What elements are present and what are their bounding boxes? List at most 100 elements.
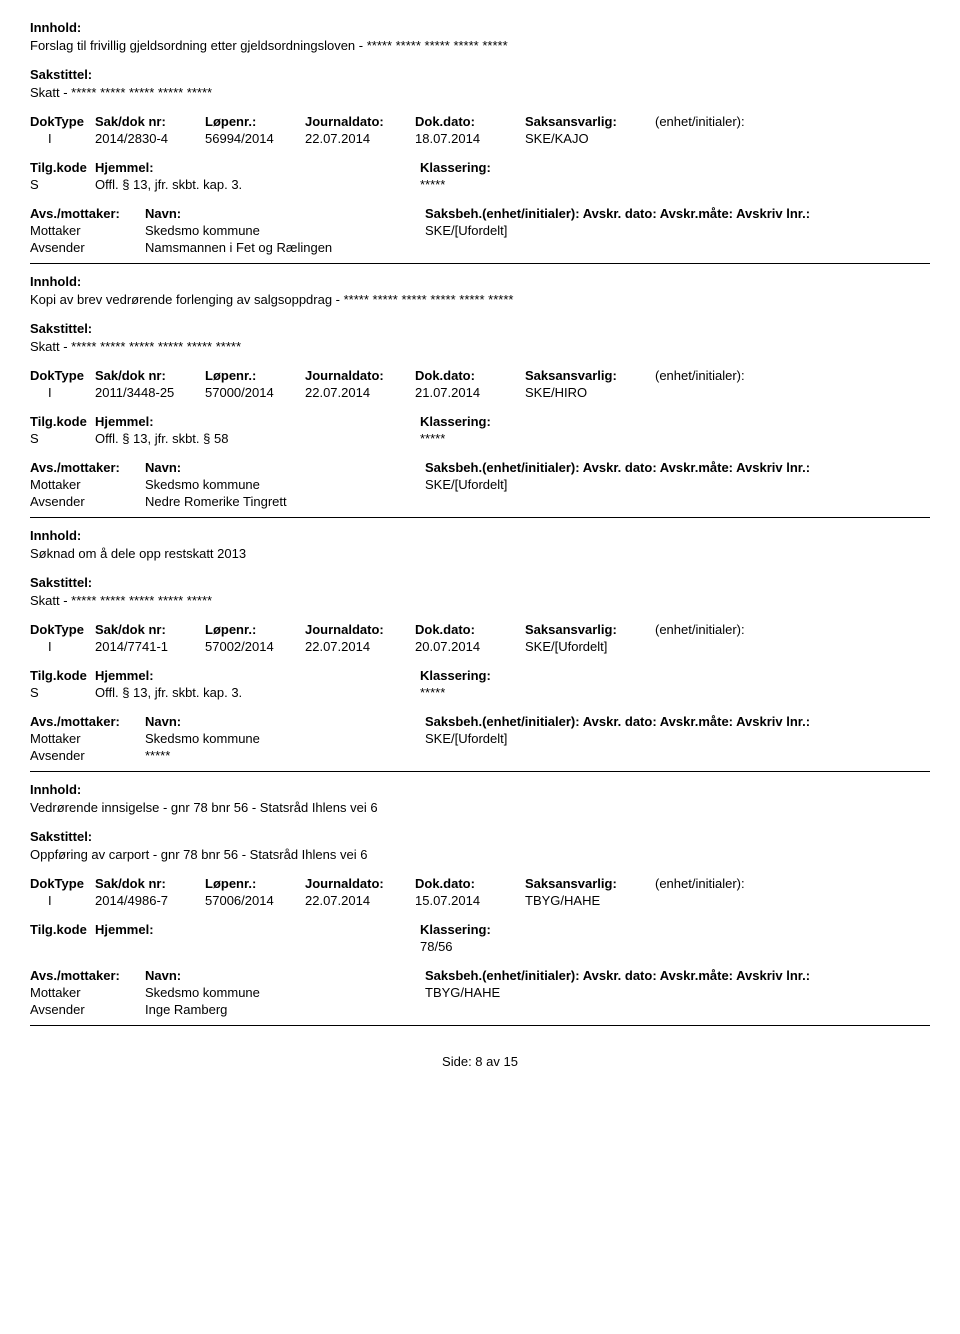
avsender-label: Avsender [30, 748, 145, 763]
enhet-value [655, 385, 775, 400]
innhold-text: Vedrørende innsigelse - gnr 78 bnr 56 - … [30, 800, 930, 815]
mottaker-saksbeh: TBYG/HAHE [425, 985, 905, 1000]
hjemmel-value [95, 939, 420, 954]
avsender-saksbeh [425, 494, 905, 509]
dokdato-value: 21.07.2014 [415, 385, 525, 400]
mottaker-label: Mottaker [30, 985, 145, 1000]
meta-header-row: DokType Sak/dok nr: Løpenr.: Journaldato… [30, 876, 930, 891]
klassering-header: Klassering: [420, 922, 620, 937]
enhet-header: (enhet/initialer): [655, 876, 775, 891]
meta-value-row: I 2014/7741-1 57002/2014 22.07.2014 20.0… [30, 639, 930, 654]
innhold-text: Kopi av brev vedrørende forlenging av sa… [30, 292, 930, 307]
hjemmel-value: Offl. § 13, jfr. skbt. § 58 [95, 431, 420, 446]
avsender-label: Avsender [30, 240, 145, 255]
sakstittel-label: Sakstittel: [30, 829, 930, 844]
innhold-label: Innhold: [30, 20, 930, 35]
sakdok-value: 2014/4986-7 [95, 893, 205, 908]
hjemmel-value: Offl. § 13, jfr. skbt. kap. 3. [95, 685, 420, 700]
hjemmel-value: Offl. § 13, jfr. skbt. kap. 3. [95, 177, 420, 192]
sakstittel-label: Sakstittel: [30, 67, 930, 82]
doktype-header: DokType [30, 622, 95, 637]
mottaker-row: Mottaker Skedsmo kommune TBYG/HAHE [30, 985, 930, 1000]
tilgkode-header: Tilg.kode [30, 668, 95, 683]
sakstittel-text: Skatt - ***** ***** ***** ***** ***** **… [30, 339, 930, 354]
lopenr-header: Løpenr.: [205, 114, 305, 129]
doktype-header: DokType [30, 114, 95, 129]
avsender-saksbeh [425, 748, 905, 763]
mottaker-navn: Skedsmo kommune [145, 223, 425, 238]
navn-header: Navn: [145, 460, 425, 475]
saksbeh-header: Saksbeh.(enhet/initialer): Avskr. dato: … [425, 460, 905, 475]
lopenr-value: 57006/2014 [205, 893, 305, 908]
saksansvarlig-value: SKE/KAJO [525, 131, 655, 146]
klassering-value: ***** [420, 177, 620, 192]
doktype-value: I [30, 131, 95, 146]
navn-header: Navn: [145, 714, 425, 729]
journaldato-header: Journaldato: [305, 368, 415, 383]
innhold-label: Innhold: [30, 782, 930, 797]
meta-value-row: I 2014/4986-7 57006/2014 22.07.2014 15.0… [30, 893, 930, 908]
doktype-header: DokType [30, 368, 95, 383]
hjemmel-header: Hjemmel: [95, 160, 420, 175]
saksbeh-header: Saksbeh.(enhet/initialer): Avskr. dato: … [425, 968, 905, 983]
klassering-value: ***** [420, 685, 620, 700]
avsmot-header-row: Avs./mottaker: Navn: Saksbeh.(enhet/init… [30, 206, 930, 221]
tilg-header-row: Tilg.kode Hjemmel: Klassering: [30, 414, 930, 429]
entry-divider [30, 771, 930, 772]
dokdato-header: Dok.dato: [415, 114, 525, 129]
mottaker-navn: Skedsmo kommune [145, 731, 425, 746]
journaldato-header: Journaldato: [305, 876, 415, 891]
dokdato-value: 15.07.2014 [415, 893, 525, 908]
doktype-value: I [30, 639, 95, 654]
avsender-saksbeh [425, 1002, 905, 1017]
mottaker-saksbeh: SKE/[Ufordelt] [425, 223, 905, 238]
avsender-label: Avsender [30, 1002, 145, 1017]
avsmot-header: Avs./mottaker: [30, 460, 145, 475]
mottaker-label: Mottaker [30, 477, 145, 492]
innhold-text: Forslag til frivillig gjeldsordning ette… [30, 38, 930, 53]
journaldato-header: Journaldato: [305, 114, 415, 129]
mottaker-navn: Skedsmo kommune [145, 477, 425, 492]
tilg-header-row: Tilg.kode Hjemmel: Klassering: [30, 922, 930, 937]
saksbeh-header: Saksbeh.(enhet/initialer): Avskr. dato: … [425, 206, 905, 221]
avsender-navn: Nedre Romerike Tingrett [145, 494, 425, 509]
avsender-navn: Namsmannen i Fet og Rælingen [145, 240, 425, 255]
avsender-saksbeh [425, 240, 905, 255]
mottaker-row: Mottaker Skedsmo kommune SKE/[Ufordelt] [30, 731, 930, 746]
avsmot-header-row: Avs./mottaker: Navn: Saksbeh.(enhet/init… [30, 460, 930, 475]
entries-container: Innhold: Forslag til frivillig gjeldsord… [30, 20, 930, 1026]
entry-divider [30, 1025, 930, 1026]
doktype-value: I [30, 893, 95, 908]
avsender-row: Avsender Namsmannen i Fet og Rælingen [30, 240, 930, 255]
tilgkode-header: Tilg.kode [30, 414, 95, 429]
journaldato-header: Journaldato: [305, 622, 415, 637]
avsmot-header-row: Avs./mottaker: Navn: Saksbeh.(enhet/init… [30, 968, 930, 983]
entry-divider [30, 517, 930, 518]
enhet-value [655, 131, 775, 146]
meta-header-row: DokType Sak/dok nr: Løpenr.: Journaldato… [30, 368, 930, 383]
avsmot-header: Avs./mottaker: [30, 206, 145, 221]
tilg-header-row: Tilg.kode Hjemmel: Klassering: [30, 160, 930, 175]
lopenr-header: Løpenr.: [205, 876, 305, 891]
tilg-value-row: S Offl. § 13, jfr. skbt. kap. 3. ***** [30, 685, 930, 700]
sakdok-header: Sak/dok nr: [95, 114, 205, 129]
saksansvarlig-value: SKE/[Ufordelt] [525, 639, 655, 654]
mottaker-navn: Skedsmo kommune [145, 985, 425, 1000]
sakdok-header: Sak/dok nr: [95, 622, 205, 637]
journal-entry: Innhold: Forslag til frivillig gjeldsord… [30, 20, 930, 264]
tilgkode-header: Tilg.kode [30, 922, 95, 937]
saksbeh-header: Saksbeh.(enhet/initialer): Avskr. dato: … [425, 714, 905, 729]
lopenr-value: 57002/2014 [205, 639, 305, 654]
tilgkode-value: S [30, 177, 95, 192]
enhet-header: (enhet/initialer): [655, 368, 775, 383]
sakdok-value: 2014/7741-1 [95, 639, 205, 654]
avsender-row: Avsender Nedre Romerike Tingrett [30, 494, 930, 509]
dokdato-header: Dok.dato: [415, 368, 525, 383]
sakdok-header: Sak/dok nr: [95, 876, 205, 891]
saksansvarlig-header: Saksansvarlig: [525, 622, 655, 637]
saksansvarlig-value: TBYG/HAHE [525, 893, 655, 908]
hjemmel-header: Hjemmel: [95, 922, 420, 937]
tilg-header-row: Tilg.kode Hjemmel: Klassering: [30, 668, 930, 683]
sakstittel-text: Oppføring av carport - gnr 78 bnr 56 - S… [30, 847, 930, 862]
sakstittel-text: Skatt - ***** ***** ***** ***** ***** [30, 593, 930, 608]
